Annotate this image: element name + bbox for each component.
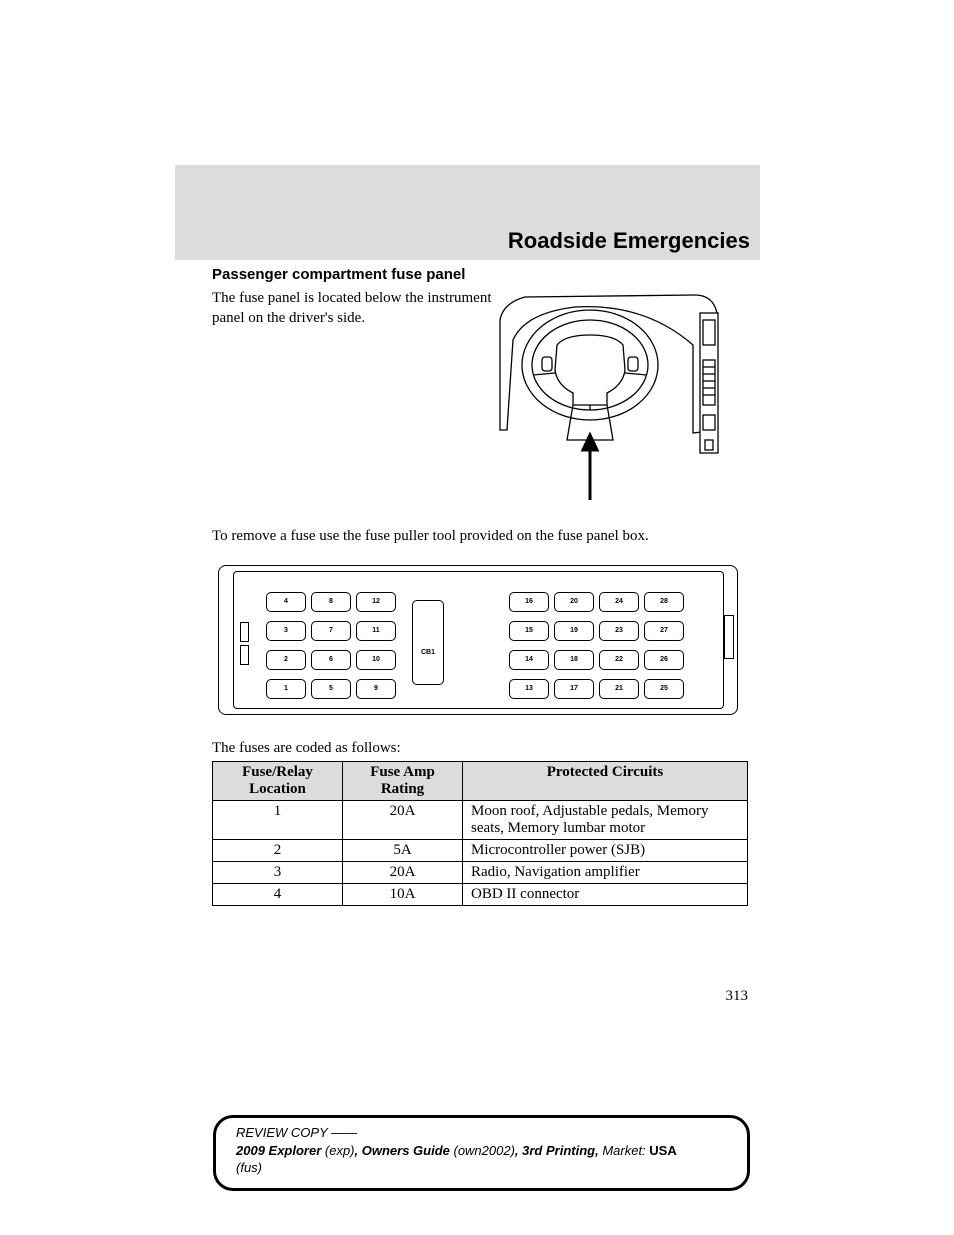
subheading: Passenger compartment fuse panel <box>212 266 465 283</box>
fuse-slot: 28 <box>644 592 684 612</box>
cell-circuit: Radio, Navigation amplifier <box>463 862 748 884</box>
cell-circuit: Microcontroller power (SJB) <box>463 840 748 862</box>
fuse-slot: 19 <box>554 621 594 641</box>
table-row: 3 20A Radio, Navigation amplifier <box>213 862 748 884</box>
intro-paragraph: The fuse panel is located below the inst… <box>212 289 492 328</box>
cell-amp: 5A <box>343 840 463 862</box>
fuse-slot: 22 <box>599 650 639 670</box>
fuse-slot: 17 <box>554 679 594 699</box>
fuse-slot: 20 <box>554 592 594 612</box>
cell-location: 4 <box>213 884 343 906</box>
cell-location: 1 <box>213 801 343 840</box>
footer-model-code: (exp) <box>325 1143 355 1158</box>
table-row: 1 20A Moon roof, Adjustable pedals, Memo… <box>213 801 748 840</box>
fuse-slot: 16 <box>509 592 549 612</box>
fuse-slot: 7 <box>311 621 351 641</box>
fuse-slot: 24 <box>599 592 639 612</box>
section-title: Roadside Emergencies <box>175 228 750 254</box>
fuse-slot: 11 <box>356 621 396 641</box>
fuse-slot: 8 <box>311 592 351 612</box>
table-header: Fuse/Relay Location <box>213 762 343 801</box>
removal-instruction: To remove a fuse use the fuse puller too… <box>212 528 649 545</box>
cell-circuit: Moon roof, Adjustable pedals, Memory sea… <box>463 801 748 840</box>
fuse-slot: 25 <box>644 679 684 699</box>
footer-market-label: Market: <box>602 1143 649 1158</box>
footer-model: 2009 Explorer <box>236 1143 325 1158</box>
dashboard-diagram <box>495 285 745 505</box>
footer-box: REVIEW COPY —— 2009 Explorer (exp), Owne… <box>213 1115 750 1191</box>
page-number: 313 <box>212 988 748 1005</box>
cell-amp: 20A <box>343 801 463 840</box>
fuse-slot: 21 <box>599 679 639 699</box>
fuse-group-right: 16 20 24 28 15 19 23 27 14 18 22 26 13 1… <box>509 592 684 699</box>
cell-amp: 10A <box>343 884 463 906</box>
coded-intro: The fuses are coded as follows: <box>212 740 401 757</box>
fuse-slot: 27 <box>644 621 684 641</box>
table-header: Protected Circuits <box>463 762 748 801</box>
footer-market: USA <box>649 1143 676 1158</box>
table-row: 2 5A Microcontroller power (SJB) <box>213 840 748 862</box>
fuse-table: Fuse/Relay Location Fuse Amp Rating Prot… <box>212 761 748 906</box>
fuse-slot: 15 <box>509 621 549 641</box>
table-row: 4 10A OBD II connector <box>213 884 748 906</box>
fusebox-diagram: 4 8 12 3 7 11 2 6 10 1 5 9 CB1 16 20 24 … <box>218 565 738 715</box>
fuse-slot: 2 <box>266 650 306 670</box>
fuse-slot: 3 <box>266 621 306 641</box>
fuse-slot: 13 <box>509 679 549 699</box>
fuse-slot: 10 <box>356 650 396 670</box>
fuse-slot: 12 <box>356 592 396 612</box>
footer-review: REVIEW COPY —— <box>236 1125 357 1140</box>
fusebox-latch-right <box>724 615 734 665</box>
fusebox-latch-left <box>240 622 249 672</box>
fuse-slot: 6 <box>311 650 351 670</box>
table-header: Fuse Amp Rating <box>343 762 463 801</box>
fuse-slot: 26 <box>644 650 684 670</box>
fuse-slot: 14 <box>509 650 549 670</box>
fuse-slot: 23 <box>599 621 639 641</box>
footer-market-code: (fus) <box>236 1160 262 1175</box>
cell-location: 3 <box>213 862 343 884</box>
footer-guide: , Owners Guide <box>355 1143 454 1158</box>
cell-location: 2 <box>213 840 343 862</box>
circuit-breaker-slot: CB1 <box>412 600 444 685</box>
cell-circuit: OBD II connector <box>463 884 748 906</box>
cell-amp: 20A <box>343 862 463 884</box>
footer-printing: , 3rd Printing, <box>515 1143 602 1158</box>
fuse-slot: 5 <box>311 679 351 699</box>
fuse-slot: 9 <box>356 679 396 699</box>
fuse-group-left: 4 8 12 3 7 11 2 6 10 1 5 9 <box>266 592 396 699</box>
fuse-slot: 1 <box>266 679 306 699</box>
fuse-slot: 18 <box>554 650 594 670</box>
footer-guide-code: (own2002) <box>453 1143 514 1158</box>
fuse-slot: 4 <box>266 592 306 612</box>
